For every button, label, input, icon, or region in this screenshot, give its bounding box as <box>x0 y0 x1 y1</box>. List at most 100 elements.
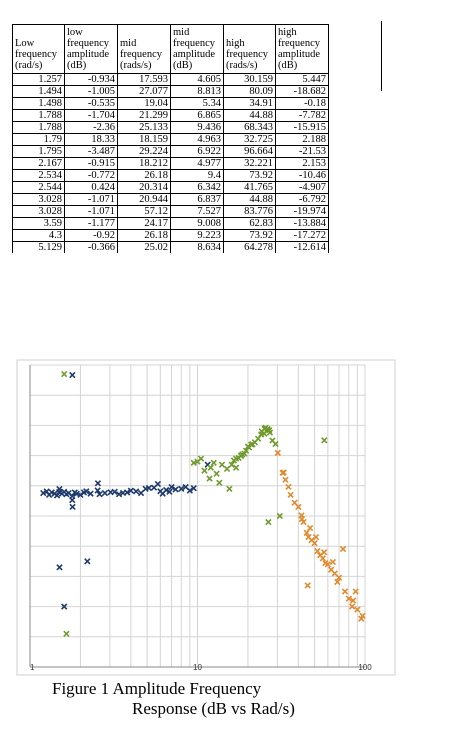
data-point-series-2 <box>197 455 205 462</box>
table-cell: -0.915 <box>64 157 118 170</box>
table-cell: 0.424 <box>64 181 118 194</box>
data-point-series-3 <box>314 547 321 555</box>
table-row: 2.167 -0.915 18.212 4.977 32.221 2.153 <box>12 157 329 170</box>
data-point-series-3 <box>358 615 365 622</box>
data-point-series-3 <box>320 549 328 556</box>
data-point-series-2 <box>213 470 220 477</box>
data-point-series-3 <box>350 597 357 604</box>
data-point-series-2 <box>269 437 276 444</box>
table-row: 1.79 18.33 18.159 4.963 32.725 2.188 <box>12 133 329 146</box>
data-point-series-2 <box>276 512 283 520</box>
table-cell: 26.18 <box>117 229 171 242</box>
table-cell: 9.223 <box>170 229 224 242</box>
table-cell: -15.915 <box>275 121 329 134</box>
table-cell: -17.272 <box>275 229 329 242</box>
table-cell: 2.544 <box>12 181 65 194</box>
table-cell: 5.34 <box>170 97 224 110</box>
table-cell: 3.028 <box>12 205 65 218</box>
data-point-series-1 <box>162 486 170 494</box>
table-cell: -12.614 <box>275 241 329 253</box>
table-cell: 73.92 <box>223 229 276 242</box>
table-row: 1.498 -0.535 19.04 5.34 34.91 -0.18 <box>12 97 329 110</box>
table-row: 1.788 -2.36 25.133 9.436 68.343 -15.915 <box>12 121 329 134</box>
table-cell: 1.257 <box>12 73 65 86</box>
table-cell: 1.788 <box>12 121 65 134</box>
data-point-series-3 <box>306 524 314 532</box>
data-point-series-3 <box>348 603 356 610</box>
table-cell: 5.129 <box>12 241 65 253</box>
vertical-divider-line <box>381 21 382 91</box>
table-row: 3.59 -1.177 24.17 9.008 62.83 -13.884 <box>12 217 329 230</box>
table-cell: 21.299 <box>117 109 171 122</box>
table-cell: 83.776 <box>223 205 276 218</box>
table-cell: 9.008 <box>170 217 224 230</box>
table-cell: 30.159 <box>223 73 276 86</box>
table-row: 1.494 -1.005 27.077 8.813 80.09 -18.682 <box>12 85 329 98</box>
table-cell: 32.725 <box>223 133 276 146</box>
data-point-series-1 <box>77 491 84 499</box>
data-point-series-2 <box>210 459 217 467</box>
data-point-series-2 <box>258 431 265 438</box>
data-point-series-1 <box>142 485 149 492</box>
amplitude-response-chart: 1 10 100 <box>16 359 396 676</box>
data-point-series-1 <box>69 503 76 511</box>
data-point-series-3 <box>324 561 332 568</box>
data-point-series-1 <box>101 489 109 497</box>
col-header-mid-frequency: mid frequency (rads/s) <box>117 24 171 74</box>
table-cell: -0.18 <box>275 97 329 110</box>
table-cell: 80.09 <box>223 85 276 98</box>
data-point-series-1 <box>178 485 185 492</box>
table-cell: 4.963 <box>170 133 224 146</box>
table-cell: 18.33 <box>64 133 118 146</box>
table-cell: -2.36 <box>64 121 118 134</box>
table-cell: 6.922 <box>170 145 224 158</box>
data-point-series-1 <box>190 485 197 492</box>
table-cell: -4.907 <box>275 181 329 194</box>
table-cell: 73.92 <box>223 169 276 182</box>
data-point-series-1 <box>96 491 103 498</box>
col-header-mid-frequency-amplitude: mid frequency amplitude (dB) <box>170 24 224 74</box>
table-cell: -0.366 <box>64 241 118 253</box>
table-cell: 17.593 <box>117 73 171 86</box>
table-cell: -6.792 <box>275 193 329 206</box>
table-cell: 64.278 <box>223 241 276 253</box>
table-cell: 4.977 <box>170 157 224 170</box>
data-point-series-3 <box>279 469 286 476</box>
table-cell: -1.177 <box>64 217 118 230</box>
chart-outer-border <box>16 359 396 676</box>
table-cell: 62.83 <box>223 217 276 230</box>
data-point-series-3 <box>298 515 306 523</box>
table-cell: -0.535 <box>64 97 118 110</box>
data-point-series-1 <box>127 487 135 494</box>
data-point-series-1 <box>40 489 47 497</box>
data-point-series-3 <box>282 476 289 483</box>
table-cell: 2.167 <box>12 157 65 170</box>
table-cell: -19.974 <box>275 205 329 218</box>
table-cell: 27.077 <box>117 85 171 98</box>
table-cell: 68.343 <box>223 121 276 134</box>
table-cell: 26.18 <box>117 169 171 182</box>
data-point-series-3 <box>354 606 361 613</box>
table-cell: 6.342 <box>170 181 224 194</box>
data-point-series-2 <box>206 475 213 482</box>
table-row: 1.795 -3.487 29.224 6.922 96.664 -21.53 <box>12 145 329 158</box>
data-point-series-1 <box>123 489 131 496</box>
data-point-series-3 <box>304 582 311 589</box>
data-point-series-1 <box>182 483 189 491</box>
table-cell: 29.224 <box>117 145 171 158</box>
data-point-series-2 <box>232 455 240 462</box>
table-cell: 24.17 <box>117 217 171 230</box>
table-cell: 1.795 <box>12 145 65 158</box>
data-point-series-1 <box>172 486 179 493</box>
x-tick-label: 10 <box>193 663 202 672</box>
table-cell: -0.92 <box>64 229 118 242</box>
table-cell: 18.159 <box>117 133 171 146</box>
table-cell: 57.12 <box>117 205 171 218</box>
table-row: 2.544 0.424 20.314 6.342 41.765 -4.907 <box>12 181 329 194</box>
data-point-series-1 <box>69 496 76 504</box>
table-row: 1.788 -1.704 21.299 6.865 44.88 -7.782 <box>12 109 329 122</box>
data-point-series-3 <box>303 529 310 536</box>
x-tick-label: 100 <box>358 663 372 672</box>
col-header-high-frequency: high frequency (rads/s) <box>223 24 276 74</box>
data-point-series-2 <box>262 424 269 431</box>
